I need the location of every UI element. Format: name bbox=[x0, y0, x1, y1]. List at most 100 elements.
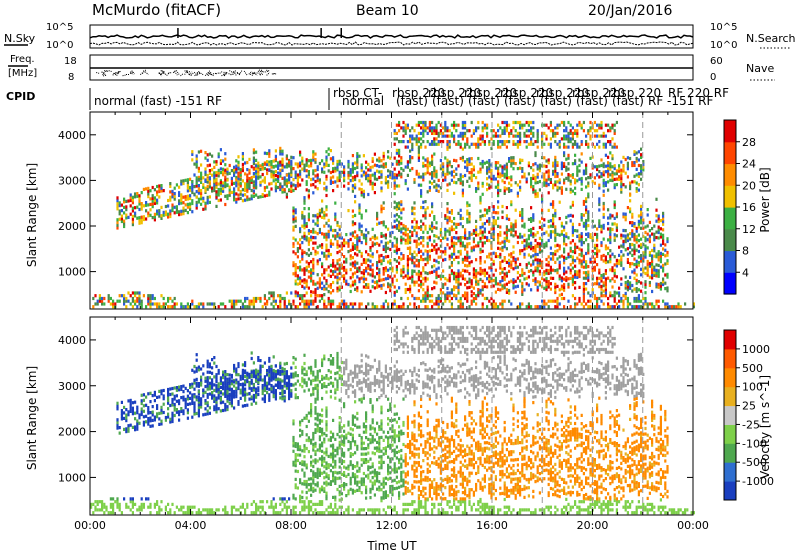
scatter-cell bbox=[332, 281, 334, 284]
scatter-cell bbox=[411, 146, 413, 149]
scatter-cell bbox=[365, 166, 367, 169]
scatter-cell bbox=[354, 288, 356, 291]
scatter-cell bbox=[477, 241, 479, 244]
scatter-cell bbox=[424, 225, 426, 228]
scatter-cell bbox=[369, 246, 371, 249]
scatter-cell bbox=[215, 190, 217, 193]
scatter-cell bbox=[532, 121, 534, 124]
scatter-cell bbox=[413, 302, 415, 305]
scatter-cell bbox=[380, 240, 382, 243]
scatter-cell bbox=[187, 195, 189, 198]
scatter-cell bbox=[418, 248, 420, 251]
scatter-cell bbox=[116, 402, 118, 405]
scatter-cell bbox=[468, 261, 470, 264]
scatter-cell bbox=[545, 302, 547, 305]
scatter-cell bbox=[596, 247, 598, 250]
scatter-cell bbox=[486, 272, 488, 275]
scatter-cell bbox=[240, 182, 242, 185]
scatter-cell bbox=[127, 424, 129, 427]
scatter-cell bbox=[424, 297, 426, 300]
scatter-cell bbox=[633, 175, 635, 178]
scatter-cell bbox=[537, 258, 539, 261]
scatter-cell bbox=[563, 151, 565, 154]
scatter-cell bbox=[204, 202, 206, 205]
scatter-cell bbox=[658, 256, 660, 259]
scatter-cell bbox=[482, 214, 484, 217]
scatter-cell bbox=[266, 186, 268, 189]
scatter-cell bbox=[244, 172, 246, 175]
scatter-cell bbox=[484, 162, 486, 165]
scatter-cell bbox=[510, 261, 512, 264]
scatter-cell bbox=[244, 182, 246, 185]
scatter-cell bbox=[121, 294, 123, 297]
scatter-cell bbox=[325, 246, 327, 249]
scatter-cell bbox=[347, 160, 349, 163]
scatter-cell bbox=[680, 305, 682, 308]
scatter-cell bbox=[396, 290, 398, 293]
scatter-cell bbox=[651, 290, 653, 293]
scatter-cell bbox=[431, 300, 433, 303]
scatter-cell bbox=[204, 151, 206, 154]
scatter-cell bbox=[499, 225, 501, 228]
scatter-cell bbox=[567, 162, 569, 165]
scatter-cell bbox=[367, 259, 369, 262]
scatter-cell bbox=[246, 188, 248, 191]
scatter-cell bbox=[323, 182, 325, 185]
scatter-cell bbox=[409, 246, 411, 249]
scatter-cell bbox=[323, 302, 325, 305]
scatter-cell bbox=[332, 259, 334, 262]
scatter-cell bbox=[229, 172, 231, 175]
scatter-cell bbox=[229, 300, 231, 303]
scatter-cell bbox=[609, 227, 611, 230]
scatter-cell bbox=[499, 302, 501, 305]
scatter-cell bbox=[209, 195, 211, 198]
scatter-cell bbox=[112, 497, 114, 500]
scatter-cell bbox=[616, 302, 618, 305]
scatter-cell bbox=[508, 300, 510, 303]
scatter-cell bbox=[323, 225, 325, 228]
scatter-cell bbox=[292, 242, 294, 245]
scatter-cell bbox=[462, 241, 464, 244]
scatter-cell bbox=[629, 207, 631, 210]
scatter-cell bbox=[510, 280, 512, 283]
scatter-cell bbox=[510, 175, 512, 178]
scatter-cell bbox=[473, 267, 475, 270]
cpid-fast-label: (fast) bbox=[504, 94, 536, 108]
scatter-cell bbox=[262, 179, 264, 182]
scatter-cell bbox=[589, 137, 591, 140]
scatter-cell bbox=[622, 234, 624, 237]
scatter-cell bbox=[295, 290, 297, 293]
scatter-cell bbox=[583, 282, 585, 285]
scatter-cell bbox=[354, 161, 356, 164]
scatter-cell bbox=[112, 506, 114, 509]
scatter-cell bbox=[501, 216, 503, 219]
scatter-cell bbox=[222, 168, 224, 171]
scatter-cell bbox=[449, 246, 451, 249]
scatter-cell bbox=[655, 302, 657, 305]
scatter-cell bbox=[596, 263, 598, 266]
scatter-cell bbox=[345, 241, 347, 244]
scatter-cell bbox=[361, 252, 363, 255]
scatter-cell bbox=[567, 157, 569, 160]
scatter-cell bbox=[534, 181, 536, 184]
scatter-cell bbox=[581, 177, 583, 180]
scatter-cell bbox=[642, 218, 644, 221]
scatter-cell bbox=[576, 229, 578, 232]
scatter-cell bbox=[466, 242, 468, 245]
scatter-cell bbox=[378, 222, 380, 225]
scatter-cell bbox=[611, 165, 613, 168]
scatter-cell bbox=[136, 305, 138, 308]
scatter-cell bbox=[625, 218, 627, 221]
scatter-cell bbox=[297, 283, 299, 286]
scatter-cell bbox=[352, 187, 354, 190]
scatter-cell bbox=[451, 269, 453, 272]
scatter-cell bbox=[565, 166, 567, 169]
scatter-cell bbox=[462, 175, 464, 178]
scatter-cell bbox=[530, 305, 532, 308]
scatter-cell bbox=[277, 294, 279, 297]
scatter-cell bbox=[523, 277, 525, 280]
scatter-cell bbox=[488, 170, 490, 173]
scatter-cell bbox=[167, 199, 169, 202]
scatter-cell bbox=[431, 202, 433, 205]
scatter-cell bbox=[616, 234, 618, 237]
